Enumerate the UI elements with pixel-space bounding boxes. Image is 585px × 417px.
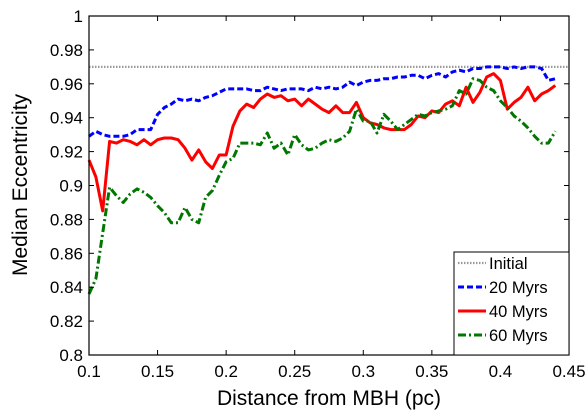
series-layer [87, 65, 569, 295]
series-line-40-myrs [87, 72, 557, 213]
x-tick-label: 0.3 [351, 362, 375, 381]
tick-layer: 0.1 0.15 0.2 0.25 0.3 0.35 0.4 0.45 0.8 0.82 0.84 0… [50, 7, 585, 381]
legend-label: 20 Myrs [489, 279, 548, 297]
legend: Initial 20 Myrs 40 Myrs 60 Myrs [453, 251, 570, 356]
y-tick-label: 0.86 [50, 244, 83, 263]
legend-label: 60 Myrs [489, 327, 548, 345]
x-tick-label: 0.1 [77, 362, 101, 381]
y-tick-label: 0.92 [50, 143, 83, 162]
legend-box [453, 251, 570, 356]
x-tick-label: 0.25 [278, 362, 311, 381]
y-axis-label: Median Eccentricity [9, 93, 32, 276]
x-tick-label: 0.35 [415, 362, 448, 381]
x-tick-label: 0.45 [552, 362, 585, 381]
x-axis-label: Distance from MBH (pc) [217, 387, 441, 410]
series-line-60-myrs [87, 77, 557, 295]
x-tick-label: 0.2 [214, 362, 238, 381]
y-tick-label: 0.82 [50, 312, 83, 331]
x-tick-label: 0.4 [489, 362, 513, 381]
y-tick-label: 0.98 [50, 41, 83, 60]
legend-label: 40 Myrs [489, 303, 548, 321]
series-line-20-myrs [88, 65, 556, 138]
y-tick-label: 0.84 [50, 278, 83, 297]
y-tick-label: 0.94 [50, 109, 83, 128]
y-tick-label: 1 [74, 7, 83, 26]
x-tick-label: 0.15 [141, 362, 174, 381]
y-tick-label: 0.88 [50, 210, 83, 229]
y-tick-label: 0.8 [59, 346, 83, 365]
legend-label: Initial [489, 255, 528, 273]
y-tick-label: 0.96 [50, 75, 83, 94]
y-tick-label: 0.9 [59, 177, 83, 196]
